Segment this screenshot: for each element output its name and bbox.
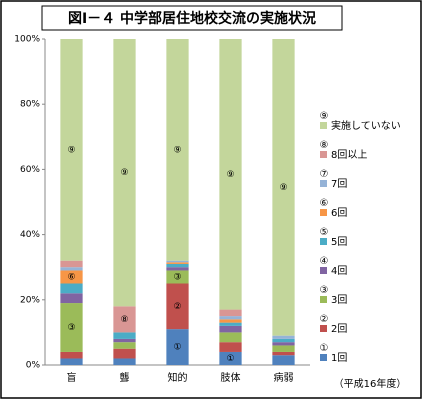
x-tick-label: 肢体 — [221, 371, 241, 384]
legend-label: 1回 — [331, 352, 347, 364]
legend-number: ⑤ — [320, 227, 329, 238]
legend-number: ⑥ — [320, 198, 329, 209]
bar-segment — [166, 267, 189, 271]
bar-segment — [60, 267, 83, 271]
bar-segment — [60, 270, 83, 284]
legend-number: ③ — [320, 285, 329, 296]
bar-segment — [113, 332, 136, 339]
bar-segment — [166, 329, 189, 365]
bar-segment — [219, 309, 242, 317]
bar-segment — [219, 351, 242, 365]
bar-segment — [166, 260, 189, 263]
legend-swatch — [320, 296, 327, 303]
legend-label: 3回 — [331, 294, 347, 306]
x-tick-label: 知的 — [168, 371, 188, 384]
legend-number: ② — [320, 314, 329, 325]
legend-swatch — [320, 180, 327, 187]
bar-segment — [219, 39, 242, 310]
y-tick-label: 40% — [20, 230, 40, 240]
legend-label: 7回 — [331, 178, 347, 190]
legend-label: 2回 — [331, 323, 347, 335]
segment-label: ⑨ — [173, 145, 181, 155]
bar-segment — [219, 322, 242, 326]
x-tick-label: 病弱 — [274, 371, 294, 384]
y-tick-label: 20% — [20, 295, 40, 305]
y-tick-label: 80% — [20, 100, 40, 110]
bar-segment — [219, 316, 242, 320]
legend-swatch — [320, 151, 327, 158]
chart-title: 図Ⅰ－４ 中学部居住地校交流の実施状況 — [68, 10, 316, 27]
bar-segment — [166, 283, 189, 330]
legend-swatch — [320, 267, 327, 274]
segment-label: ① — [226, 354, 234, 364]
bar-segment — [60, 283, 83, 294]
segment-label: ⑧ — [120, 315, 128, 325]
y-tick-label: 100% — [14, 35, 40, 45]
legend-label: 4回 — [331, 265, 347, 277]
bar-segment — [219, 332, 242, 343]
segment-label: ① — [173, 343, 181, 353]
bar-segment — [113, 342, 136, 349]
legend-swatch — [320, 354, 327, 361]
bar-segment — [60, 358, 83, 365]
bar-segment — [60, 303, 83, 352]
x-tick-label: 聾 — [120, 371, 130, 384]
bar-segment — [113, 306, 136, 333]
legend-swatch — [320, 122, 327, 129]
bar-segment — [166, 263, 189, 268]
bar-segment — [166, 262, 189, 264]
x-tick-label: 盲 — [67, 371, 77, 384]
bar-segment — [219, 319, 242, 323]
bar-segment — [272, 335, 295, 339]
bar-segment — [113, 338, 136, 343]
y-tick-label: 0% — [26, 361, 41, 371]
bar-segment — [272, 342, 295, 346]
bar-segment — [113, 348, 136, 359]
bar-segment — [166, 270, 189, 284]
segment-label: ③ — [173, 272, 181, 282]
legend-swatch — [320, 238, 327, 245]
bar-segment — [60, 293, 83, 304]
segment-label: ③ — [67, 323, 75, 333]
bar-segment — [60, 351, 83, 359]
legend-swatch — [320, 325, 327, 332]
legend-swatch — [320, 209, 327, 216]
legend-label: 実施していない — [331, 119, 401, 132]
bar-segment — [113, 39, 136, 307]
legend-label: 6回 — [331, 207, 347, 219]
legend-label: 8回以上 — [331, 149, 367, 161]
segment-label: ⑥ — [67, 272, 75, 282]
y-tick-label: 60% — [20, 165, 40, 175]
legend-label: 5回 — [331, 236, 347, 248]
segment-label: ⑨ — [120, 168, 128, 178]
bar-segment — [272, 39, 295, 336]
bar-segment — [272, 345, 295, 352]
note: （平成16年度） — [334, 377, 407, 390]
legend-number: ① — [320, 343, 329, 354]
title-box — [41, 5, 343, 31]
bar-segment — [219, 342, 242, 352]
bar-segment — [219, 325, 242, 333]
bar-segment — [272, 338, 295, 343]
bar-segment — [60, 260, 83, 268]
segment-label: ⑨ — [226, 170, 234, 180]
legend-number: ④ — [320, 256, 329, 267]
bar-segment — [272, 355, 295, 365]
legend-number: ⑧ — [320, 140, 329, 151]
bar-segment — [60, 39, 83, 261]
segment-label: ② — [173, 302, 181, 312]
bar-segment — [166, 39, 189, 261]
segment-label: ⑨ — [67, 145, 75, 155]
bar-segment — [272, 351, 295, 356]
legend-number: ⑨ — [320, 111, 329, 122]
segment-label: ⑨ — [279, 183, 287, 193]
legend-number: ⑦ — [320, 169, 329, 180]
bar-segment — [113, 358, 136, 365]
